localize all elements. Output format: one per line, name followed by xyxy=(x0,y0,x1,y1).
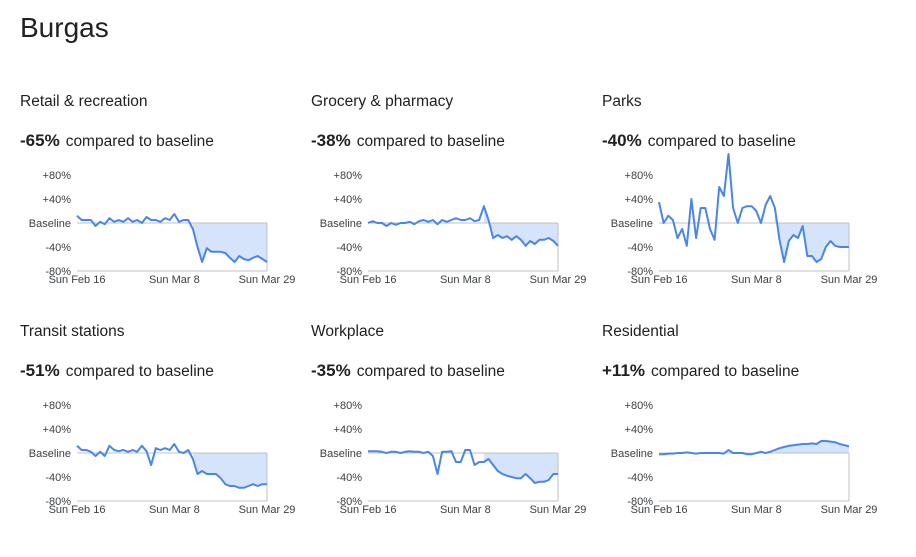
y-tick-label: +80% xyxy=(43,400,72,412)
x-tick-label: Sun Mar 8 xyxy=(440,274,491,286)
y-tick-label: +80% xyxy=(43,170,72,182)
line-chart: +80% +40% Baseline -40% -80%Sun Feb 16 Sun Ma… xyxy=(611,153,878,286)
percent-change: -65% xyxy=(20,131,60,150)
x-tick-label: Sun Mar 8 xyxy=(731,504,782,516)
deviation-area xyxy=(192,223,267,262)
deviation-area xyxy=(774,441,849,453)
x-tick-label: Sun Mar 29 xyxy=(239,504,296,516)
y-tick-label: -40% xyxy=(336,242,362,254)
y-tick-label: +80% xyxy=(625,170,654,182)
percent-change: -38% xyxy=(311,131,351,150)
y-tick-label: Baseline xyxy=(611,218,653,230)
y-tick-label: +40% xyxy=(43,194,72,206)
x-tick-label: Sun Mar 29 xyxy=(239,274,296,286)
panel-summary: +11% compared to baseline xyxy=(602,361,799,381)
series-line xyxy=(659,440,850,456)
y-tick-label: -40% xyxy=(627,242,653,254)
deviation-area xyxy=(483,206,558,246)
percent-change: -40% xyxy=(602,131,642,150)
x-tick-label: Sun Feb 16 xyxy=(49,274,106,286)
y-tick-label: -40% xyxy=(45,242,71,254)
x-tick-label: Sun Mar 8 xyxy=(149,274,200,286)
panel-title: Grocery & pharmacy xyxy=(311,93,454,110)
panel-summary: -38% compared to baseline xyxy=(311,131,505,151)
y-tick-label: +40% xyxy=(334,424,363,436)
panel-summary: -35% compared to baseline xyxy=(311,361,505,381)
x-tick-label: Sun Feb 16 xyxy=(631,274,688,286)
x-tick-label: Sun Mar 8 xyxy=(149,504,200,516)
line-chart: +80% +40% Baseline -40% -80%Sun Feb 16 Sun Ma… xyxy=(320,170,587,286)
series-line xyxy=(368,449,558,484)
x-tick-label: Sun Feb 16 xyxy=(340,504,397,516)
baseline-label: compared to baseline xyxy=(647,133,796,150)
x-tick-label: Sun Mar 8 xyxy=(731,274,782,286)
panel-title: Residential xyxy=(602,323,679,340)
x-tick-label: Sun Mar 29 xyxy=(530,504,587,516)
deviation-area xyxy=(192,453,267,488)
chart-panel-transit-stations: Transit stations -51% compared to baseline… xyxy=(20,323,305,538)
baseline-label: compared to baseline xyxy=(356,363,505,380)
x-tick-label: Sun Mar 29 xyxy=(821,274,878,286)
y-tick-label: -80% xyxy=(627,496,653,508)
page-title: Burgas xyxy=(20,12,109,43)
y-tick-label: Baseline xyxy=(29,218,71,230)
x-tick-label: Sun Mar 8 xyxy=(440,504,491,516)
chart-panel-workplace: Workplace -35% compared to baseline +80% +40… xyxy=(311,323,596,538)
y-tick-label: +80% xyxy=(625,400,654,412)
x-tick-label: Sun Feb 16 xyxy=(340,274,397,286)
series-line xyxy=(367,205,559,247)
panel-title: Transit stations xyxy=(20,323,125,340)
panel-title: Retail & recreation xyxy=(20,93,148,110)
y-tick-label: -40% xyxy=(45,472,71,484)
y-tick-label: +40% xyxy=(334,194,363,206)
y-tick-label: Baseline xyxy=(320,448,362,460)
y-tick-label: -80% xyxy=(45,496,71,508)
baseline-label: compared to baseline xyxy=(356,133,505,150)
chart-panel-grocery-pharmacy: Grocery & pharmacy -38% compared to baseli… xyxy=(311,93,596,308)
y-tick-label: -40% xyxy=(627,472,653,484)
y-tick-label: -80% xyxy=(336,496,362,508)
percent-change: -51% xyxy=(20,361,60,380)
y-tick-label: -80% xyxy=(336,266,362,278)
percent-change: -35% xyxy=(311,361,351,380)
series-line xyxy=(76,213,268,263)
panel-summary: -65% compared to baseline xyxy=(20,131,214,151)
y-tick-label: Baseline xyxy=(29,448,71,460)
panel-summary: -40% compared to baseline xyxy=(602,131,796,151)
panel-summary: -51% compared to baseline xyxy=(20,361,214,381)
x-tick-label: Sun Mar 29 xyxy=(530,274,587,286)
y-tick-label: +80% xyxy=(334,400,363,412)
deviation-area xyxy=(483,453,558,483)
y-tick-label: +40% xyxy=(625,424,654,436)
y-tick-label: +40% xyxy=(43,424,72,436)
x-tick-label: Sun Feb 16 xyxy=(49,504,106,516)
deviation-area xyxy=(774,208,849,262)
chart-panel-residential: Residential +11% compared to baseline +80% +… xyxy=(602,323,887,538)
y-tick-label: -40% xyxy=(336,472,362,484)
series-line xyxy=(658,153,849,263)
y-tick-label: +80% xyxy=(334,170,363,182)
baseline-label: compared to baseline xyxy=(65,363,214,380)
line-chart: +80% +40% Baseline -40% -80%Sun Feb 16 Sun Ma… xyxy=(29,170,296,286)
y-tick-label: Baseline xyxy=(611,448,653,460)
y-tick-label: Baseline xyxy=(320,218,362,230)
y-tick-label: -80% xyxy=(627,266,653,278)
baseline-label: compared to baseline xyxy=(651,363,800,380)
percent-change: +11% xyxy=(602,361,646,380)
series-line xyxy=(76,443,267,489)
y-tick-label: +40% xyxy=(625,194,654,206)
line-chart: +80% +40% Baseline -40% -80%Sun Feb 16 Sun Ma… xyxy=(320,400,587,516)
line-chart: +80% +40% Baseline -40% -80%Sun Feb 16 Sun Ma… xyxy=(611,400,878,516)
chart-panel-retail-recreation: Retail & recreation -65% compared to basel… xyxy=(20,93,305,308)
line-chart: +80% +40% Baseline -40% -80%Sun Feb 16 Sun Ma… xyxy=(29,400,296,516)
baseline-label: compared to baseline xyxy=(65,133,214,150)
panel-title: Parks xyxy=(602,93,642,110)
panel-title: Workplace xyxy=(311,323,384,340)
chart-panel-parks: Parks -40% compared to baseline +80% +40% Bas… xyxy=(602,93,887,308)
x-tick-label: Sun Mar 29 xyxy=(821,504,878,516)
x-tick-label: Sun Feb 16 xyxy=(631,504,688,516)
y-tick-label: -80% xyxy=(45,266,71,278)
